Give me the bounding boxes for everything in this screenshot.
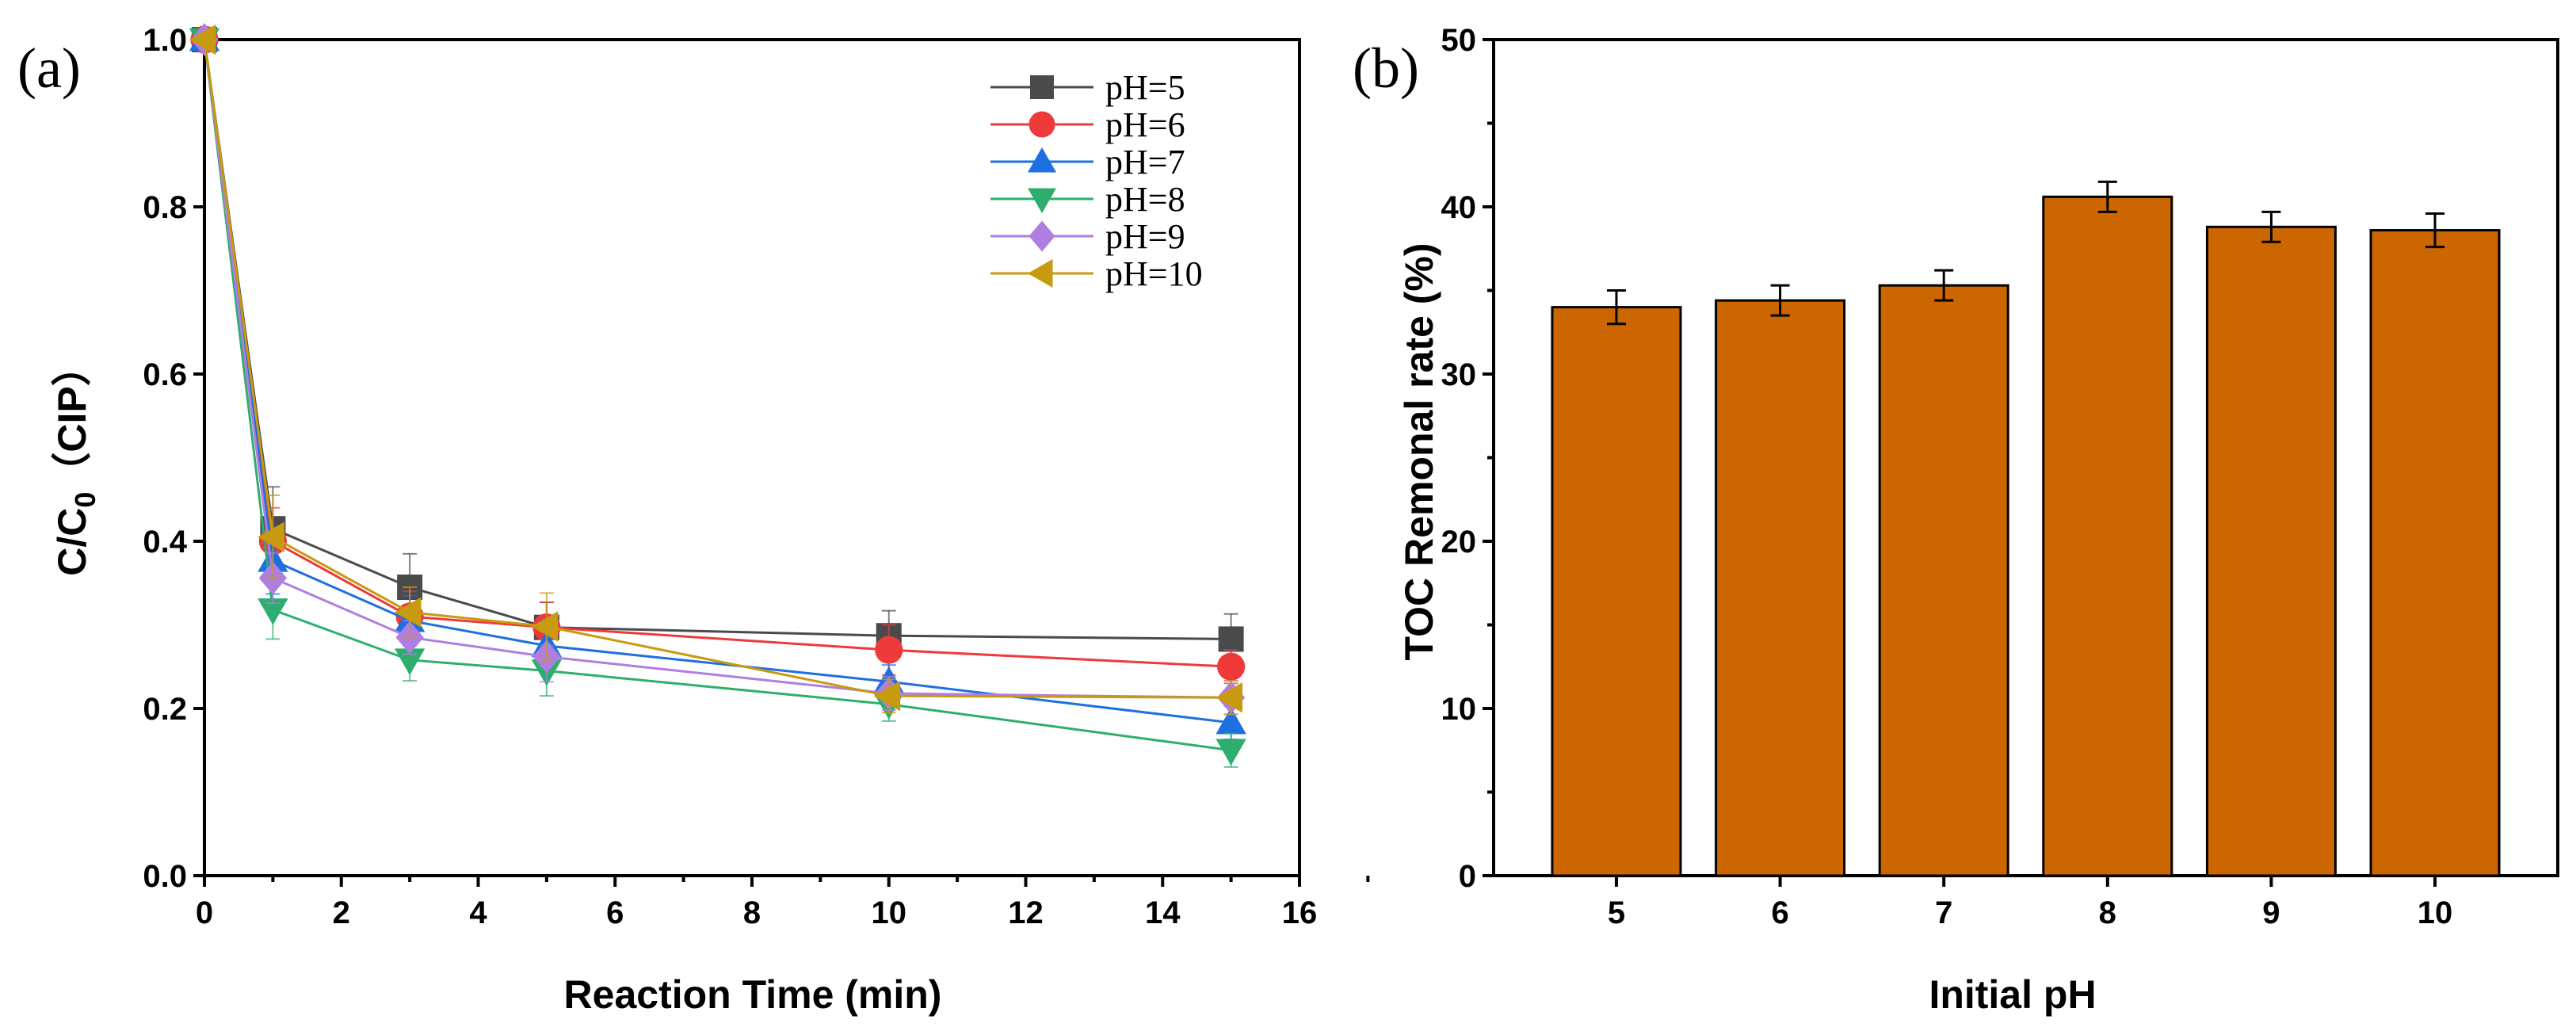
- series-pH=10: [189, 24, 1243, 716]
- series-pH=8: [189, 28, 1246, 768]
- x-tick-label: 6: [1771, 895, 1788, 930]
- data-point: [1218, 626, 1244, 652]
- legend-label: pH=6: [1105, 105, 1185, 144]
- y-axis-label: TOC Remonal rate (%): [1397, 243, 1441, 661]
- legend: pH=5pH=6pH=7pH=8pH=9pH=10: [990, 68, 1203, 293]
- series-pH=5: [192, 27, 1244, 666]
- y-tick-label: 10: [1441, 692, 1477, 727]
- y-tick-label: 0.2: [143, 692, 187, 727]
- series-line: [203, 39, 1231, 699]
- y-tick-label: 0.8: [143, 190, 187, 225]
- data-point: [1217, 652, 1246, 681]
- data-point: [394, 597, 422, 628]
- legend-label: pH=5: [1105, 68, 1185, 107]
- series-line: [203, 39, 1231, 699]
- bar-group: [1551, 289, 1682, 877]
- data-point: [1215, 739, 1246, 766]
- bar: [2205, 225, 2337, 877]
- legend-marker: [1028, 111, 1055, 138]
- series-line: [203, 39, 1231, 752]
- y-tick-label: 50: [1441, 23, 1477, 58]
- bar: [2042, 195, 2173, 877]
- y-tick-label: 0: [1459, 859, 1476, 894]
- x-tick-label: 2: [333, 895, 350, 930]
- legend-marker: [1028, 188, 1056, 213]
- x-tick-label: 6: [606, 895, 624, 930]
- x-tick-label: 4: [469, 895, 487, 930]
- data-point: [875, 636, 903, 664]
- data-point: [1215, 707, 1246, 735]
- legend-item: pH=7: [990, 143, 1185, 181]
- bar: [1878, 284, 2009, 877]
- bar-group: [1878, 269, 2009, 877]
- legend-item: pH=5: [990, 68, 1185, 107]
- y-tick-label: 20: [1441, 525, 1477, 559]
- bar-group: [2205, 210, 2337, 877]
- x-axis-label: Initial pH: [1929, 972, 2096, 1017]
- x-tick-label: 7: [1935, 895, 1952, 930]
- bar-group: [1715, 284, 1846, 877]
- series-line: [203, 39, 1231, 640]
- y-axis-label-sub: 0: [69, 492, 101, 508]
- x-tick-label: 8: [2099, 895, 2116, 930]
- x-tick-label: 0: [196, 895, 213, 930]
- series-line: [203, 39, 1231, 724]
- x-tick-label: 16: [1282, 895, 1318, 930]
- legend-label: pH=8: [1105, 180, 1185, 219]
- data-point: [873, 680, 901, 712]
- x-tick-label: 8: [743, 895, 761, 930]
- x-tick-label: 10: [872, 895, 907, 930]
- bar-group: [2369, 212, 2501, 877]
- y-tick-label: 0.4: [143, 525, 187, 559]
- bar-chart-panel: (b) Initial pH TOC Remonal rate (%) 0 10 2…: [1353, 23, 2559, 1017]
- y-axis-label-suffix: （CIP）: [50, 346, 94, 491]
- legend-item: pH=8: [990, 180, 1185, 219]
- y-tick-label: 30: [1441, 357, 1477, 392]
- legend-item: pH=9: [990, 217, 1185, 256]
- y-axis-label: C/C0（CIP）: [50, 346, 101, 576]
- legend-label: pH=7: [1105, 143, 1185, 181]
- data-point: [1215, 682, 1243, 713]
- legend-marker: [1028, 220, 1055, 252]
- bar-group: [2042, 180, 2173, 877]
- legend-marker: [1028, 147, 1056, 173]
- y-tick-label: 0.0: [143, 859, 187, 894]
- legend-item: pH=6: [990, 105, 1185, 144]
- bar: [2369, 229, 2501, 877]
- data-point: [189, 24, 216, 55]
- data-point: [258, 598, 288, 625]
- bar: [1715, 299, 1846, 877]
- y-tick-label: 0.6: [143, 357, 187, 392]
- series-pH=9: [190, 23, 1246, 716]
- x-tick-label: 14: [1145, 895, 1181, 930]
- bar: [1551, 306, 1682, 877]
- y-axis-label-main: C/C: [50, 508, 94, 576]
- panel-a-label: (a): [17, 36, 81, 100]
- y-tick-label: 1.0: [143, 23, 187, 58]
- x-tick-label: 12: [1008, 895, 1044, 930]
- x-tick-label: 10: [2418, 895, 2453, 930]
- data-point: [394, 648, 426, 676]
- legend-label: pH=9: [1105, 217, 1185, 256]
- series-line: [203, 39, 1231, 668]
- legend-label: pH=10: [1105, 254, 1203, 293]
- data-point: [531, 611, 559, 642]
- legend-marker: [1028, 259, 1053, 288]
- x-tick-label: 5: [1608, 895, 1625, 930]
- panel-b-label: (b): [1353, 36, 1419, 100]
- data-point: [258, 521, 284, 552]
- legend-marker: [1030, 75, 1054, 99]
- y-tick-label: 40: [1441, 190, 1477, 225]
- x-axis-label: Reaction Time (min): [564, 972, 942, 1017]
- x-tick-label: 9: [2262, 895, 2280, 930]
- legend-item: pH=10: [990, 254, 1203, 293]
